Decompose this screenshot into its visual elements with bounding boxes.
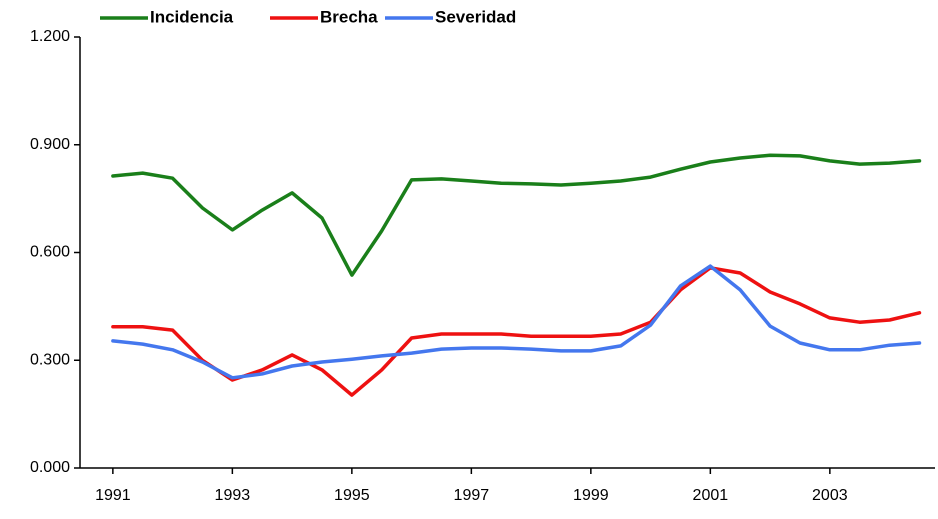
legend-label: Incidencia [150,7,234,26]
legend-label: Brecha [320,7,378,26]
series-line [111,264,922,380]
x-tick-label: 2001 [693,487,729,504]
x-tick-label: 2003 [812,487,848,504]
y-tick-label: 0.900 [30,136,70,153]
y-tick-label: 0.000 [30,459,70,476]
series-line [111,153,922,277]
x-tick-label: 1999 [573,487,609,504]
x-tick-label: 1995 [334,487,370,504]
x-tick-label: 1993 [215,487,251,504]
y-tick-label: 0.600 [30,244,70,261]
x-tick-label: 1997 [454,487,490,504]
x-tick-label: 1991 [95,487,131,504]
legend-label: Severidad [435,7,516,26]
y-tick-label: 0.300 [30,351,70,368]
y-tick-label: 1.200 [30,28,70,45]
